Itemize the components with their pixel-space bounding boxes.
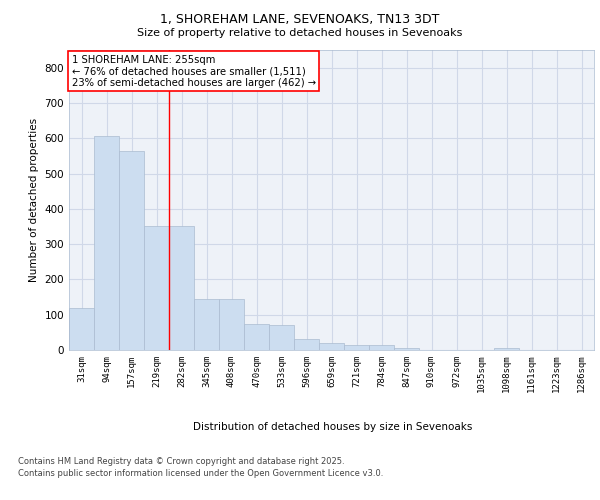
Bar — [119, 150, 144, 350]
Text: 1 SHOREHAM LANE: 255sqm
← 76% of detached houses are smaller (1,511)
23% of semi: 1 SHOREHAM LANE: 255sqm ← 76% of detache… — [71, 54, 316, 88]
Bar — [94, 136, 119, 350]
Text: Size of property relative to detached houses in Sevenoaks: Size of property relative to detached ho… — [137, 28, 463, 38]
Bar — [244, 324, 269, 350]
Bar — [319, 343, 344, 350]
Text: 1, SHOREHAM LANE, SEVENOAKS, TN13 3DT: 1, SHOREHAM LANE, SEVENOAKS, TN13 3DT — [160, 12, 440, 26]
Bar — [269, 326, 294, 350]
Bar — [69, 308, 94, 350]
Bar — [494, 348, 519, 350]
Bar — [394, 348, 419, 350]
Text: Contains public sector information licensed under the Open Government Licence v3: Contains public sector information licen… — [18, 469, 383, 478]
Bar — [194, 299, 219, 350]
Bar — [169, 226, 194, 350]
Bar — [344, 344, 369, 350]
Bar — [294, 340, 319, 350]
Bar — [219, 299, 244, 350]
Bar — [369, 344, 394, 350]
Y-axis label: Number of detached properties: Number of detached properties — [29, 118, 39, 282]
Text: Contains HM Land Registry data © Crown copyright and database right 2025.: Contains HM Land Registry data © Crown c… — [18, 458, 344, 466]
Bar — [144, 226, 169, 350]
Text: Distribution of detached houses by size in Sevenoaks: Distribution of detached houses by size … — [193, 422, 473, 432]
